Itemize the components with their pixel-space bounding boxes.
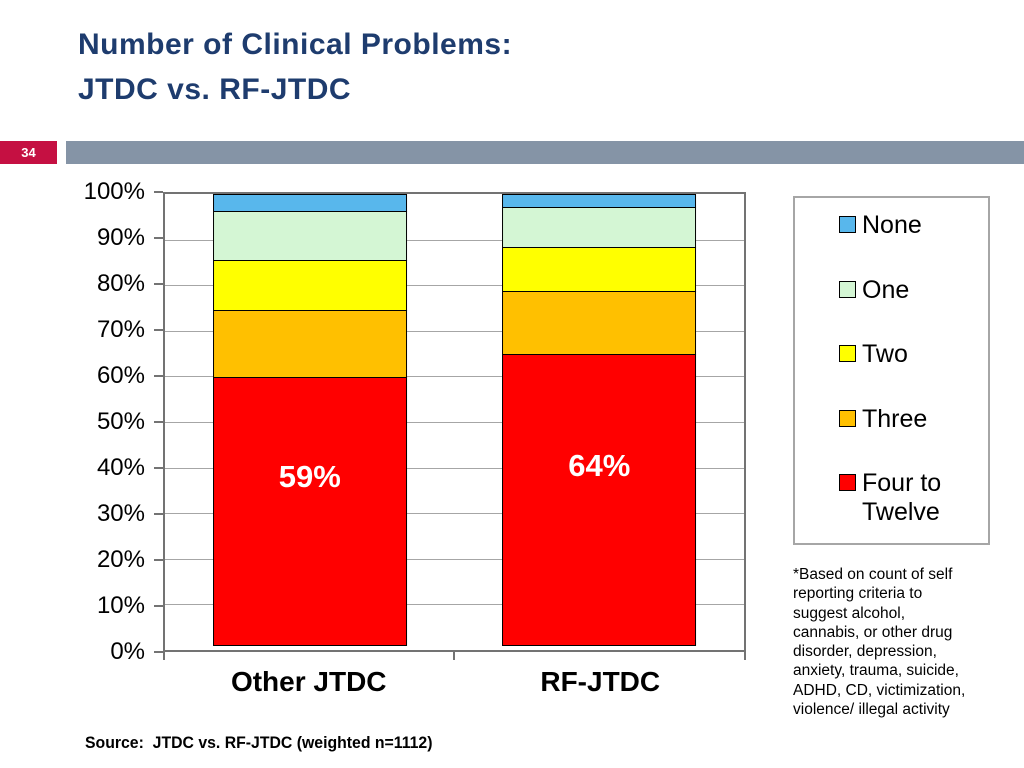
bar-segment-four-to-twelve: 64% bbox=[502, 354, 697, 646]
footnote: *Based on count of self reporting criter… bbox=[793, 566, 966, 719]
y-tick-label: 50% bbox=[96, 408, 145, 435]
gridline bbox=[165, 513, 744, 515]
legend-label: Four to Twelve bbox=[862, 469, 942, 526]
bar-segment-three bbox=[502, 291, 697, 356]
y-tick-mark bbox=[154, 651, 163, 653]
x-axis-tick bbox=[453, 650, 455, 660]
y-tick: 20% bbox=[97, 546, 163, 574]
x-axis-labels: Other JTDC RF-JTDC bbox=[163, 666, 746, 698]
gridline bbox=[165, 330, 744, 332]
bar-segment-none bbox=[212, 194, 407, 213]
y-tick: 10% bbox=[97, 592, 163, 620]
bar-segment-one bbox=[212, 211, 407, 262]
y-tick-label: 90% bbox=[96, 224, 145, 251]
header-band bbox=[66, 141, 1024, 164]
y-tick-mark bbox=[154, 467, 163, 469]
y-tick-label: 60% bbox=[96, 362, 145, 389]
legend-entry-two: Two bbox=[839, 340, 982, 369]
legend-swatch-four-to-twelve bbox=[839, 474, 856, 491]
legend-entry-four-to-twelve: Four to Twelve bbox=[839, 469, 982, 527]
y-tick: 40% bbox=[97, 454, 163, 482]
legend: None One Two Three Four to Twelve bbox=[793, 196, 990, 545]
x-axis-tick bbox=[163, 650, 165, 660]
y-tick: 100% bbox=[84, 178, 163, 206]
y-tick-mark bbox=[154, 329, 163, 331]
y-tick-mark bbox=[154, 559, 163, 561]
slide-title: Number of Clinical Problems: JTDC vs. RF… bbox=[78, 28, 513, 106]
bar-other-jtdc: 59% bbox=[212, 194, 407, 650]
page-number: 34 bbox=[21, 145, 36, 160]
y-tick-label: 10% bbox=[96, 592, 145, 619]
y-tick-mark bbox=[154, 421, 163, 423]
y-tick-mark bbox=[154, 605, 163, 607]
y-tick: 90% bbox=[97, 224, 163, 252]
plot-area: 59% 64% bbox=[163, 192, 746, 652]
y-tick-label: 0% bbox=[110, 638, 145, 665]
source-note: Source: JTDC vs. RF-JTDC (weighted n=111… bbox=[85, 733, 433, 752]
y-tick: 50% bbox=[97, 408, 163, 436]
legend-swatch-none bbox=[839, 216, 856, 233]
y-tick: 60% bbox=[97, 362, 163, 390]
y-tick-label: 30% bbox=[96, 500, 145, 527]
y-tick-mark bbox=[154, 375, 163, 377]
y-tick-mark bbox=[154, 513, 163, 515]
legend-swatch-three bbox=[839, 409, 856, 427]
legend-label: None bbox=[862, 211, 922, 239]
gridline bbox=[165, 285, 744, 287]
y-tick: 0% bbox=[110, 638, 163, 666]
gridline bbox=[165, 467, 744, 469]
bar-segment-two bbox=[212, 260, 407, 311]
legend-entry-none: None bbox=[839, 211, 982, 240]
y-tick-label: 70% bbox=[96, 316, 145, 343]
x-axis-tick bbox=[744, 650, 746, 660]
y-tick-label: 20% bbox=[96, 546, 145, 573]
gridline bbox=[165, 376, 744, 378]
bar-segment-one bbox=[502, 206, 697, 248]
bar-segment-two bbox=[502, 246, 697, 293]
y-tick: 70% bbox=[97, 316, 163, 344]
bar-rf-jtdc: 64% bbox=[502, 194, 697, 650]
y-tick-mark bbox=[154, 283, 163, 285]
category-cell: 59% bbox=[165, 194, 455, 650]
bar-segment-three bbox=[212, 309, 407, 378]
y-tick-label: 80% bbox=[96, 270, 145, 297]
legend-swatch-two bbox=[839, 345, 856, 362]
legend-label: Two bbox=[862, 340, 908, 368]
legend-swatch-one bbox=[839, 280, 856, 298]
y-tick: 30% bbox=[97, 500, 163, 528]
bar-value-label: 64% bbox=[568, 448, 631, 484]
legend-entry-one: One bbox=[839, 276, 982, 305]
y-tick-label: 100% bbox=[83, 178, 145, 205]
y-tick: 80% bbox=[97, 270, 163, 298]
y-tick-label: 40% bbox=[96, 454, 145, 481]
page-number-badge: 34 bbox=[0, 141, 57, 164]
y-tick-mark bbox=[154, 191, 163, 193]
gridline bbox=[165, 558, 744, 560]
bar-segment-none bbox=[502, 194, 697, 208]
legend-label: Three bbox=[862, 404, 928, 433]
bar-value-label: 59% bbox=[278, 459, 341, 495]
gridline bbox=[165, 239, 744, 241]
gridline bbox=[165, 422, 744, 423]
bar-segment-four-to-twelve: 59% bbox=[212, 376, 407, 646]
x-axis-label-other-jtdc: Other JTDC bbox=[230, 666, 387, 697]
category-cell: 64% bbox=[455, 194, 745, 650]
gridlines bbox=[165, 194, 744, 650]
plot-categories: 59% 64% bbox=[165, 194, 744, 650]
legend-label: One bbox=[862, 275, 910, 304]
gridline bbox=[165, 604, 744, 606]
y-axis: 100% 90% 80% 70% 60% 50% 40% 30% 20% 10% 0% bbox=[0, 178, 163, 665]
y-tick-mark bbox=[154, 237, 163, 239]
x-axis-label-rf-jtdc: RF-JTDC bbox=[540, 666, 661, 697]
legend-entry-three: Three bbox=[839, 405, 982, 434]
